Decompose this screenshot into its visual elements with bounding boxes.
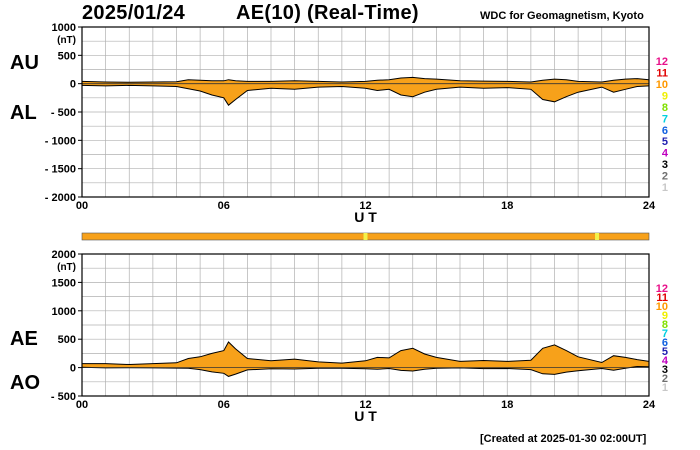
y-tick-label: 0 bbox=[70, 363, 76, 375]
legend-item-9: 9 bbox=[662, 90, 668, 102]
legend-item-7: 7 bbox=[662, 113, 668, 125]
legend-item-2: 2 bbox=[662, 171, 668, 183]
legend-item-1: 1 bbox=[662, 182, 668, 194]
legend-item-4: 4 bbox=[662, 355, 669, 367]
chart-date: 2025/01/24 bbox=[82, 2, 186, 24]
al-label: AL bbox=[10, 102, 37, 124]
series-line-au bbox=[81, 76, 650, 83]
x-axis-label: U T bbox=[354, 209, 377, 225]
legend-item-5: 5 bbox=[662, 346, 668, 358]
legend-item-6: 6 bbox=[662, 337, 668, 349]
legend-item-10: 10 bbox=[656, 301, 668, 313]
series-line-ao bbox=[81, 365, 650, 377]
x-tick-label: 18 bbox=[501, 200, 513, 212]
y-tick-label: - 500 bbox=[51, 107, 76, 119]
y-tick-label: 1000 bbox=[52, 22, 76, 34]
y-tick-label: 500 bbox=[58, 334, 76, 346]
station-status-gap bbox=[363, 233, 368, 240]
legend-item-12: 12 bbox=[656, 56, 668, 68]
source-label: WDC for Geomagnetism, Kyoto bbox=[480, 10, 644, 22]
x-tick-label: 00 bbox=[76, 399, 88, 411]
y-tick-label: 500 bbox=[58, 50, 76, 62]
created-timestamp: [Created at 2025-01-30 02:00UT] bbox=[480, 433, 647, 445]
y-tick-label: 2000 bbox=[52, 249, 76, 261]
legend-item-3: 3 bbox=[662, 159, 668, 171]
x-tick-label: 00 bbox=[76, 200, 88, 212]
y-tick-label: - 1000 bbox=[45, 135, 76, 147]
x-tick-label: 06 bbox=[218, 399, 230, 411]
series-line-al bbox=[81, 84, 650, 106]
legend-item-2: 2 bbox=[662, 373, 668, 385]
y-unit-label: (nT) bbox=[57, 262, 76, 273]
legend-item-8: 8 bbox=[662, 319, 668, 331]
au-label: AU bbox=[10, 52, 39, 74]
x-tick-label: 06 bbox=[218, 200, 230, 212]
chart-title: AE(10) (Real-Time) bbox=[236, 2, 419, 24]
legend-item-12: 12 bbox=[656, 283, 668, 295]
x-tick-label: 24 bbox=[643, 399, 656, 411]
x-tick-label: 12 bbox=[359, 200, 371, 212]
x-tick-label: 24 bbox=[643, 200, 656, 212]
y-tick-label: - 1500 bbox=[45, 164, 76, 176]
x-tick-label: 12 bbox=[359, 399, 371, 411]
legend-item-9: 9 bbox=[662, 310, 668, 322]
legend-item-10: 10 bbox=[656, 79, 668, 91]
y-tick-label: 0 bbox=[70, 79, 76, 91]
y-tick-label: - 2000 bbox=[45, 192, 76, 204]
legend-item-4: 4 bbox=[662, 148, 669, 160]
plot-frame bbox=[81, 253, 650, 397]
x-tick-label: 18 bbox=[501, 399, 513, 411]
station-status-gap bbox=[595, 233, 600, 240]
series-line-ae bbox=[82, 341, 650, 366]
legend-item-7: 7 bbox=[662, 328, 668, 340]
legend-item-5: 5 bbox=[662, 136, 668, 148]
legend-item-11: 11 bbox=[656, 292, 668, 304]
x-axis-label: U T bbox=[354, 408, 377, 424]
legend-item-8: 8 bbox=[662, 102, 668, 114]
legend-item-1: 1 bbox=[662, 382, 668, 394]
legend-item-11: 11 bbox=[656, 67, 668, 79]
ao-label: AO bbox=[10, 372, 40, 394]
legend-item-3: 3 bbox=[662, 364, 668, 376]
ae-label: AE bbox=[10, 328, 38, 350]
y-tick-label: 1500 bbox=[52, 277, 76, 289]
area-au-al bbox=[82, 77, 649, 106]
legend-item-6: 6 bbox=[662, 125, 668, 137]
y-tick-label: 1000 bbox=[52, 306, 76, 318]
y-unit-label: (nT) bbox=[57, 35, 76, 46]
y-tick-label: - 500 bbox=[51, 391, 76, 403]
